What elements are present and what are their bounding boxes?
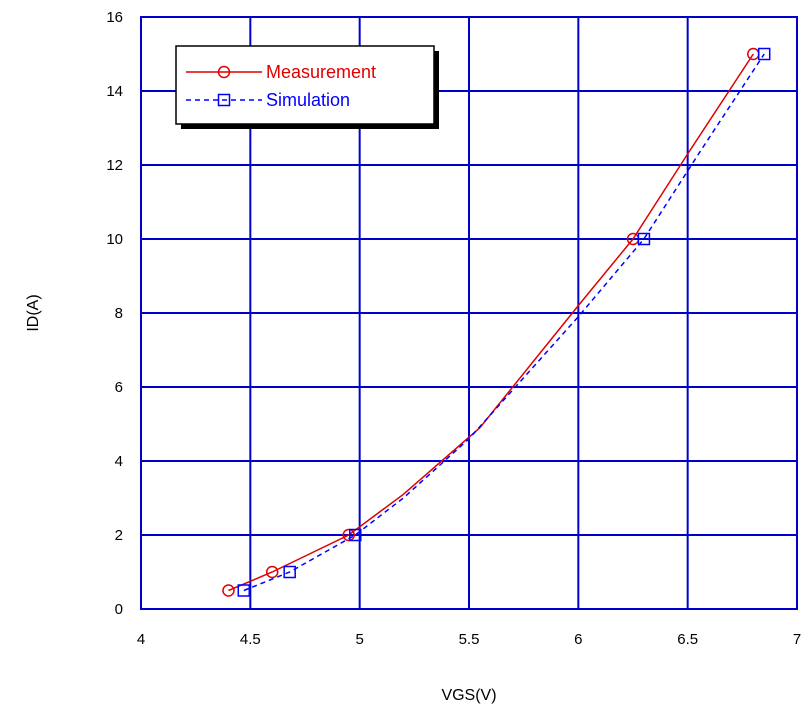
x-tick-label: 5.5 <box>459 631 480 648</box>
x-tick-label: 4 <box>137 631 145 648</box>
series-line <box>243 53 765 592</box>
marker-circle <box>265 565 279 579</box>
y-tick-label: 12 <box>106 157 123 174</box>
y-tick-label: 10 <box>106 231 123 248</box>
marker-square <box>283 565 296 579</box>
marker-square <box>637 232 651 246</box>
y-tick-label: 2 <box>115 527 123 544</box>
x-tick-label: 5 <box>355 631 363 648</box>
marker-square <box>349 528 362 542</box>
legend-label: Measurement <box>266 62 376 82</box>
x-tick-label: 4.5 <box>240 631 261 648</box>
marker-circle <box>222 584 235 597</box>
marker-square <box>757 47 771 61</box>
x-tick-label: 6.5 <box>677 631 698 648</box>
series-layer <box>222 47 771 597</box>
y-tick-label: 14 <box>106 83 123 100</box>
legend-box <box>175 45 435 125</box>
x-axis-label: VGS(V) <box>441 687 496 704</box>
x-tick-labels: 4 4.5 5 5.5 6 6.5 7 <box>137 631 801 648</box>
marker-circle <box>342 528 355 542</box>
marker-circle <box>217 65 231 79</box>
legend-item: Measurement <box>186 62 376 82</box>
plot-frame <box>140 16 798 610</box>
legend-item: Simulation <box>186 90 350 110</box>
marker-square <box>237 584 251 597</box>
y-tick-label: 8 <box>115 305 123 322</box>
x-tick-label: 7 <box>793 631 801 648</box>
y-tick-label: 4 <box>115 453 123 470</box>
y-axis-label: ID(A) <box>25 294 42 331</box>
y-tick-label: 16 <box>106 9 123 26</box>
legend: Measurement Simulation <box>175 45 439 129</box>
x-tick-label: 6 <box>574 631 582 648</box>
y-tick-label: 6 <box>115 379 123 396</box>
legend-label: Simulation <box>266 90 350 110</box>
y-tick-labels: 0 2 4 6 8 10 12 14 16 <box>106 9 123 618</box>
marker-square <box>217 93 231 107</box>
y-tick-label: 0 <box>115 601 123 618</box>
series-simulation <box>237 47 771 597</box>
